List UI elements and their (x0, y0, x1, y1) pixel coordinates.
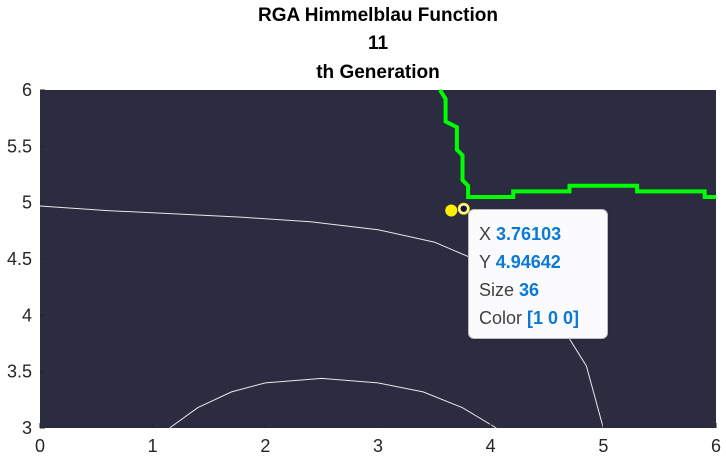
datatip-color-row: Color [1 0 0] (479, 308, 579, 329)
datatip[interactable]: X 3.76103 Y 4.94642 Size 36 Color [1 0 0… (468, 209, 608, 339)
datatip-y-row: Y 4.94642 (479, 252, 561, 273)
contour-line-2 (169, 377, 497, 429)
y-axis: 3 3.5 4 4.5 5 5.5 6 (7, 80, 45, 438)
y-tick-label: 6 (22, 80, 32, 100)
x-tick-label: 4 (486, 436, 496, 456)
chart-title-line-3: th Generation (316, 62, 440, 83)
y-tick-label: 4 (22, 305, 32, 325)
x-tick-label: 5 (598, 436, 608, 456)
chart-title-line-1: RGA Himmelblau Function (258, 5, 498, 26)
y-tick-label: 5.5 (7, 136, 32, 156)
datatip-x-value: 3.76103 (496, 224, 562, 244)
datatip-size-label: Size (479, 280, 515, 300)
y-tick-label: 4.5 (7, 249, 32, 269)
datatip-color-label: Color (479, 308, 523, 328)
datatip-x-label: X (479, 224, 492, 244)
population-point-1[interactable] (445, 204, 458, 217)
y-tick-label: 3 (22, 418, 32, 438)
plot-area[interactable] (40, 90, 716, 428)
datatip-y-value: 4.94642 (495, 252, 561, 272)
datatip-color-value: [1 0 0] (527, 308, 580, 328)
datatip-size-row: Size 36 (479, 280, 539, 301)
boundary-line (438, 88, 716, 199)
selected-point-marker (458, 203, 469, 214)
x-tick-label: 6 (711, 436, 721, 456)
datatip-size-value: 36 (519, 280, 540, 300)
x-tick-label: 0 (35, 436, 45, 456)
datatip-y-label: Y (479, 252, 491, 272)
y-tick-label: 3.5 (7, 362, 32, 382)
population-points (445, 202, 470, 217)
x-tick-label: 1 (148, 436, 158, 456)
y-tick-label: 5 (22, 193, 32, 213)
x-tick-label: 2 (260, 436, 270, 456)
chart-title-line-2: 11 (368, 33, 389, 54)
datatip-x-row: X 3.76103 (479, 224, 561, 245)
feasible-boundary (438, 88, 716, 199)
x-tick-label: 3 (373, 436, 383, 456)
x-axis: 0 1 2 3 4 5 6 (35, 423, 721, 456)
